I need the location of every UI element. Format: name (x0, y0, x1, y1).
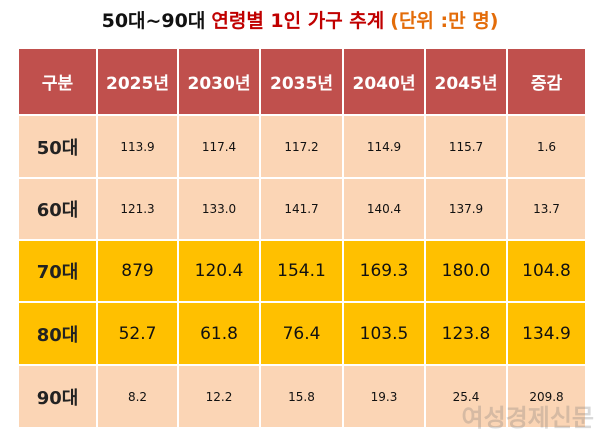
title-range: 50대~90대 (101, 10, 206, 32)
header-cell: 증감 (507, 48, 586, 115)
table-cell: 76.4 (260, 302, 343, 365)
title: 50대~90대 연령별 1인 가구 추계 (단위 :만 명) (0, 6, 600, 33)
table-cell: 8.2 (97, 365, 178, 428)
table-cell: 120.4 (178, 240, 260, 302)
table-cell: 879 (97, 240, 178, 302)
header-cell: 구분 (18, 48, 97, 115)
table-cell: 180.0 (425, 240, 507, 302)
table-cell: 103.5 (343, 302, 425, 365)
table-cell: 121.3 (97, 178, 178, 240)
table-cell: 134.9 (507, 302, 586, 365)
row-label: 70대 (18, 240, 97, 302)
table-cell: 12.2 (178, 365, 260, 428)
table-cell: 25.4 (425, 365, 507, 428)
table-cell: 52.7 (97, 302, 178, 365)
table-cell: 154.1 (260, 240, 343, 302)
row-label: 80대 (18, 302, 97, 365)
table-cell: 114.9 (343, 115, 425, 178)
watermark: 여성경제신문 (461, 404, 594, 432)
header-cell: 2045년 (425, 48, 507, 115)
header-cell: 2030년 (178, 48, 260, 115)
row-label: 60대 (18, 178, 97, 240)
table-cell: 113.9 (97, 115, 178, 178)
header-cell: 2035년 (260, 48, 343, 115)
table-cell: 209.8 (507, 365, 586, 428)
row-label: 90대 (18, 365, 97, 428)
row-label: 50대 (18, 115, 97, 178)
header-cell: 2025년 (97, 48, 178, 115)
table-cell: 169.3 (343, 240, 425, 302)
table-cell: 61.8 (178, 302, 260, 365)
header-cell: 2040년 (343, 48, 425, 115)
title-unit: (단위 :만 명) (390, 10, 499, 32)
table-cell: 15.8 (260, 365, 343, 428)
table-cell: 117.4 (178, 115, 260, 178)
table-cell: 123.8 (425, 302, 507, 365)
table-cell: 104.8 (507, 240, 586, 302)
table-cell: 141.7 (260, 178, 343, 240)
table-cell: 137.9 (425, 178, 507, 240)
table-cell: 133.0 (178, 178, 260, 240)
table-cell: 115.7 (425, 115, 507, 178)
table-cell: 1.6 (507, 115, 586, 178)
table-cell: 140.4 (343, 178, 425, 240)
table-cell: 19.3 (343, 365, 425, 428)
table-cell: 117.2 (260, 115, 343, 178)
title-subject: 연령별 1인 가구 추계 (211, 10, 385, 32)
table-cell: 13.7 (507, 178, 586, 240)
